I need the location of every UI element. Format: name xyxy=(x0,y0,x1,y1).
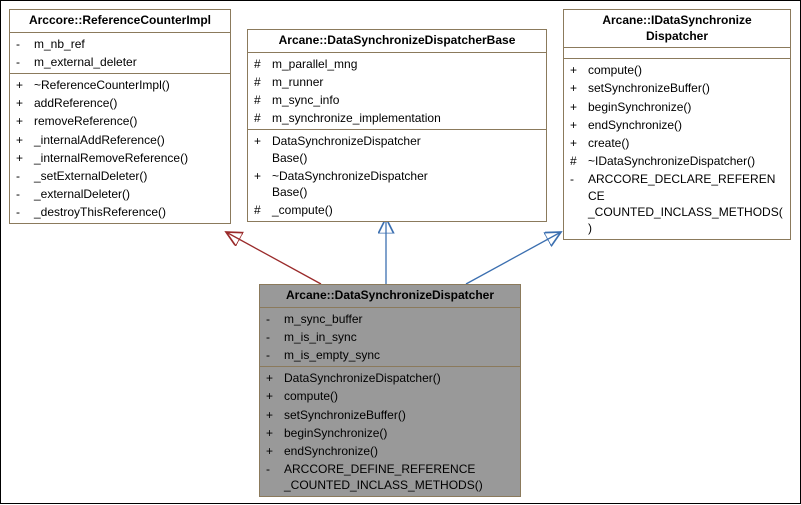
op: ARCCORE_DEFINE_REFERENCE_COUNTED_INCLASS… xyxy=(284,461,514,493)
class-dispatcherbase: Arcane::DataSynchronizeDispatcherBase #m… xyxy=(247,29,547,222)
attrs-section: #m_parallel_mng #m_runner #m_sync_info #… xyxy=(248,53,546,131)
attrs-section: -m_nb_ref -m_external_deleter xyxy=(10,33,230,74)
class-dispatcher: Arcane::DataSynchronizeDispatcher -m_syn… xyxy=(259,284,521,497)
ops-section: +DataSynchronizeDispatcherBase() +~DataS… xyxy=(248,130,546,221)
class-title: Arcane::DataSynchronizeDispatcherBase xyxy=(248,30,546,53)
class-refcounter: Arccore::ReferenceCounterImpl -m_nb_ref … xyxy=(9,9,231,224)
class-title: Arccore::ReferenceCounterImpl xyxy=(10,10,230,33)
ops-section: +~ReferenceCounterImpl() +addReference()… xyxy=(10,74,230,224)
ops-section: +compute() +setSynchronizeBuffer() +begi… xyxy=(564,59,790,239)
op: ~DataSynchronizeDispatcherBase() xyxy=(272,168,540,200)
class-title: Arcane::DataSynchronizeDispatcher xyxy=(260,285,520,308)
class-idispatcher: Arcane::IDataSynchronizeDispatcher +comp… xyxy=(563,9,791,240)
attrs-section: -m_sync_buffer -m_is_in_sync -m_is_empty… xyxy=(260,308,520,368)
op: DataSynchronizeDispatcherBase() xyxy=(272,133,540,165)
ops-section: +DataSynchronizeDispatcher() +compute() … xyxy=(260,367,520,496)
attrs-section xyxy=(564,48,790,59)
class-title: Arcane::IDataSynchronizeDispatcher xyxy=(564,10,790,48)
op: ARCCORE_DECLARE_REFERENCE_COUNTED_INCLAS… xyxy=(588,171,784,236)
